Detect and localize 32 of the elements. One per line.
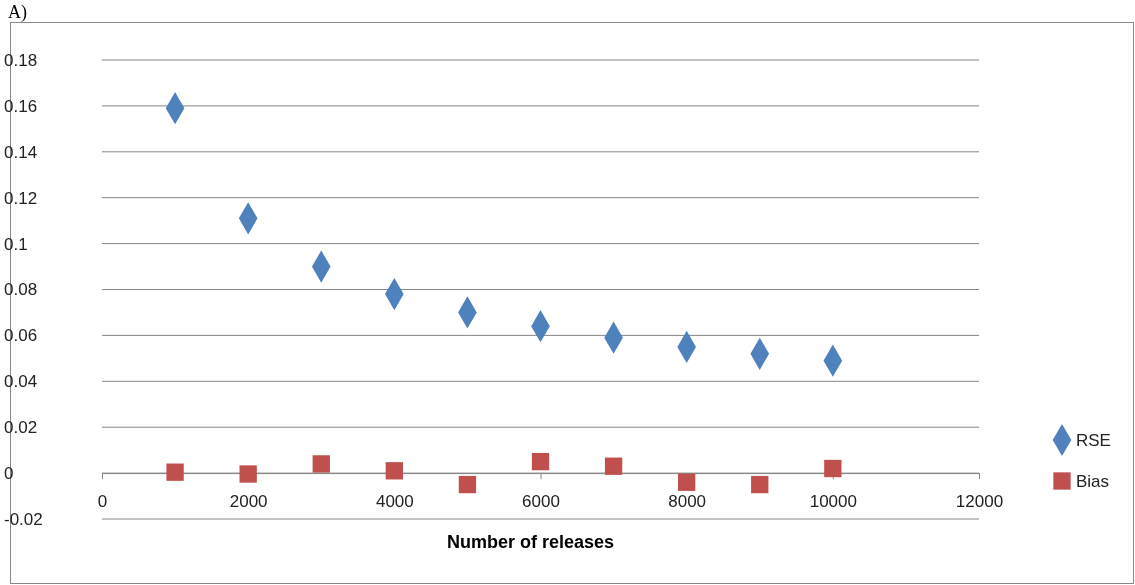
x-axis-title: Number of releases — [446, 532, 615, 552]
point — [824, 459, 842, 478]
point — [458, 475, 477, 494]
y-tick-label: 0.16 — [4, 96, 38, 116]
y-tick-label: 0.08 — [4, 280, 38, 300]
point — [604, 457, 623, 475]
x-tick-label: 4000 — [375, 492, 414, 512]
x-tick-label: 10000 — [809, 492, 857, 512]
x-tick-label: 2000 — [229, 492, 268, 512]
y-tick-label: 0.1 — [4, 234, 28, 254]
y-tick-label: -0.02 — [4, 509, 43, 529]
point — [678, 473, 696, 491]
x-tick-label: 6000 — [522, 492, 560, 512]
text: A) — [8, 2, 27, 23]
y-tick-label: 0.18 — [4, 50, 38, 70]
y-tick-label: 0.12 — [4, 188, 38, 208]
point — [531, 452, 550, 471]
point — [166, 463, 184, 481]
point — [312, 455, 330, 473]
y-tick-label: 0.02 — [4, 418, 38, 438]
point — [751, 475, 769, 494]
y-tick-label: 0.14 — [4, 142, 38, 162]
y-tick-label: 0 — [4, 464, 14, 484]
point — [239, 465, 257, 483]
x-tick-label: 0 — [97, 492, 108, 512]
x-tick-label: 8000 — [668, 492, 707, 512]
y-tick-label: 0.06 — [4, 326, 38, 346]
legend-label: Bias — [1076, 472, 1110, 491]
x-tick-label: 12000 — [955, 492, 1004, 512]
legend-label: RSE — [1076, 431, 1111, 450]
y-tick-label: 0.04 — [4, 372, 38, 392]
point — [385, 462, 403, 480]
